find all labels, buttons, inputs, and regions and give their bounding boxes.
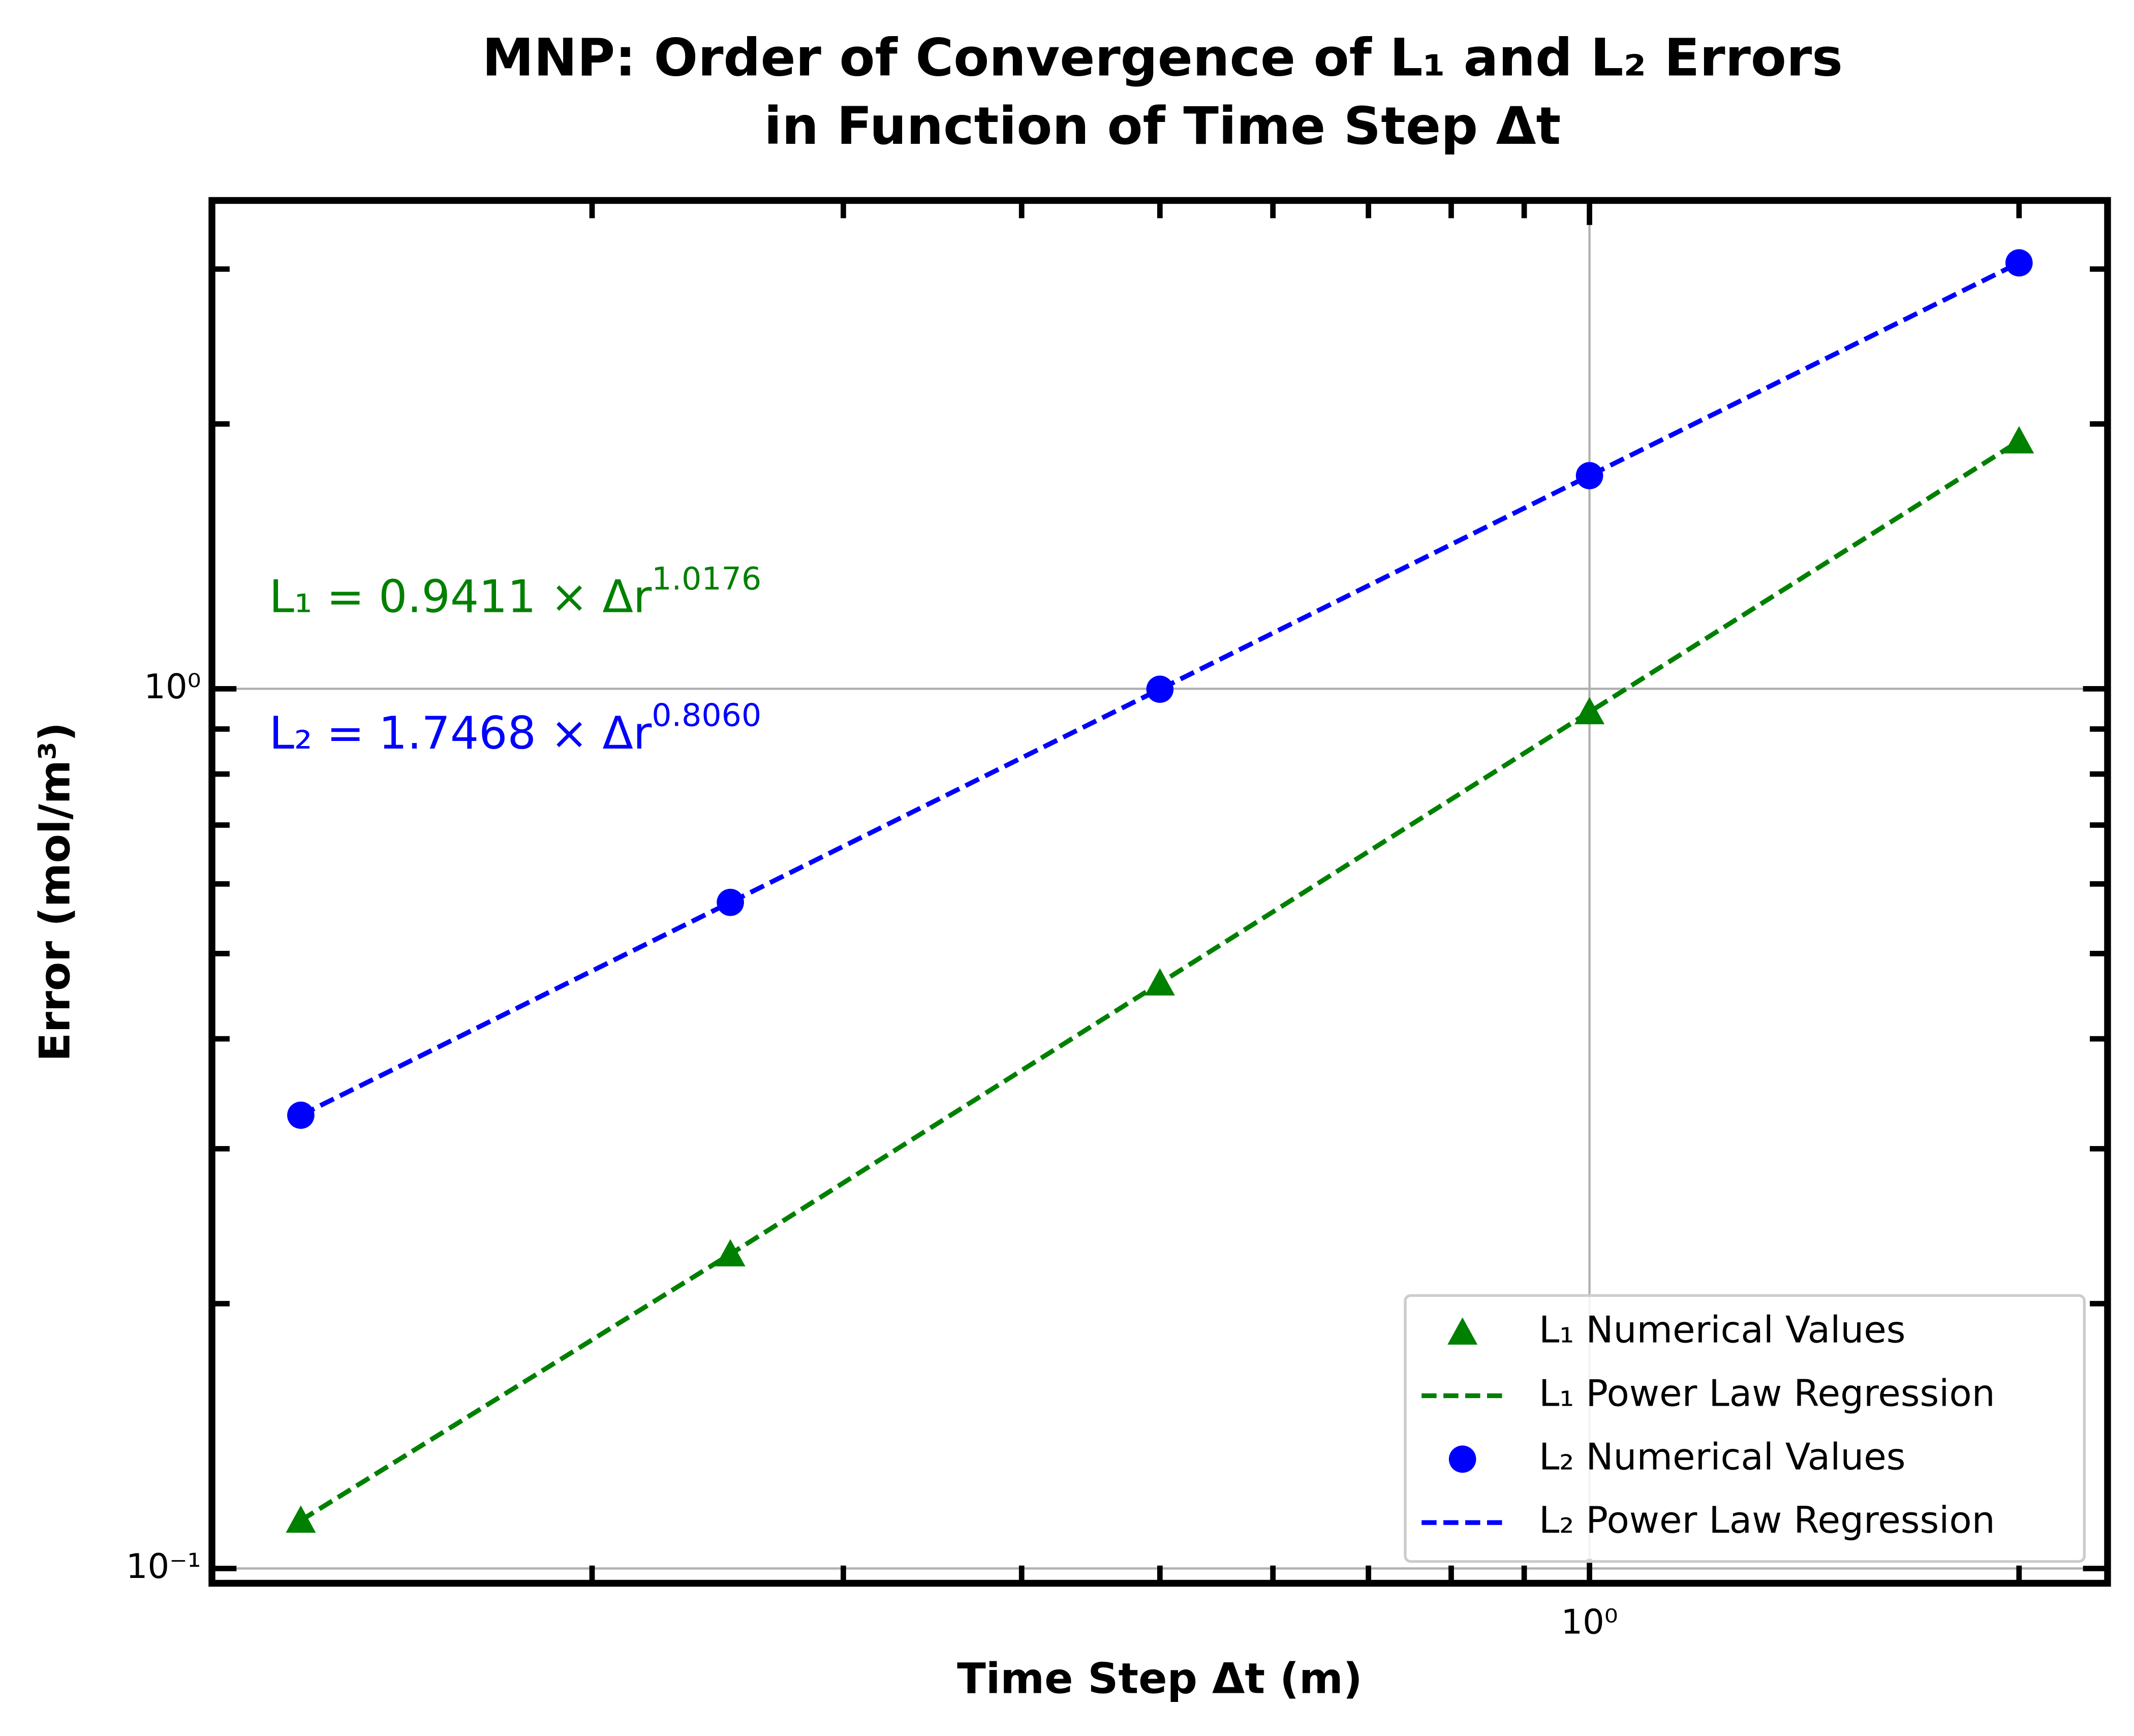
circle-marker [1575, 462, 1603, 489]
annotation-exponent: 0.8060 [652, 697, 761, 734]
chart-title: in Function of Time Step Δt [764, 96, 1561, 157]
legend-label: L₂ Power Law Regression [1539, 1499, 1995, 1542]
legend-box [1404, 1294, 2086, 1563]
annotation-exponent: 1.0176 [652, 561, 761, 597]
circle-marker [717, 888, 744, 916]
annotation-text: L₁ = 0.9411 × Δr [269, 571, 652, 623]
circle-marker [287, 1101, 315, 1129]
x-axis-label: Time Step Δt (m) [957, 1654, 1363, 1703]
legend-label: L₁ Power Law Regression [1539, 1373, 1995, 1415]
triangle-marker [715, 1239, 746, 1266]
y-axis-label: Error (mol/m³) [30, 722, 80, 1062]
plot-frame [208, 197, 2111, 1587]
y-tick-label: 10⁰ [144, 667, 201, 706]
circle-marker [2005, 249, 2033, 277]
triangle-marker [286, 1505, 316, 1533]
annotation: L₂ = 1.7468 × Δr0.8060 [269, 697, 762, 760]
regression-line [299, 261, 2020, 1118]
chart-title: MNP: Order of Convergence of L₁ and L₂ E… [482, 28, 1843, 88]
triangle-marker [1447, 1317, 1478, 1345]
x-tick-label: 10⁰ [1561, 1602, 1618, 1642]
legend-label: L₁ Numerical Values [1539, 1309, 1906, 1352]
triangle-marker [1145, 968, 1175, 996]
triangle-marker [2004, 426, 2034, 454]
legend-label: L₂ Numerical Values [1539, 1436, 1906, 1478]
circle-marker [1146, 675, 1174, 703]
annotation: L₁ = 0.9411 × Δr1.0176 [269, 561, 762, 623]
y-tick-label: 10⁻¹ [126, 1546, 201, 1586]
triangle-marker [1574, 697, 1605, 725]
circle-marker [1448, 1445, 1476, 1473]
annotation-text: L₂ = 1.7468 × Δr [269, 707, 652, 759]
